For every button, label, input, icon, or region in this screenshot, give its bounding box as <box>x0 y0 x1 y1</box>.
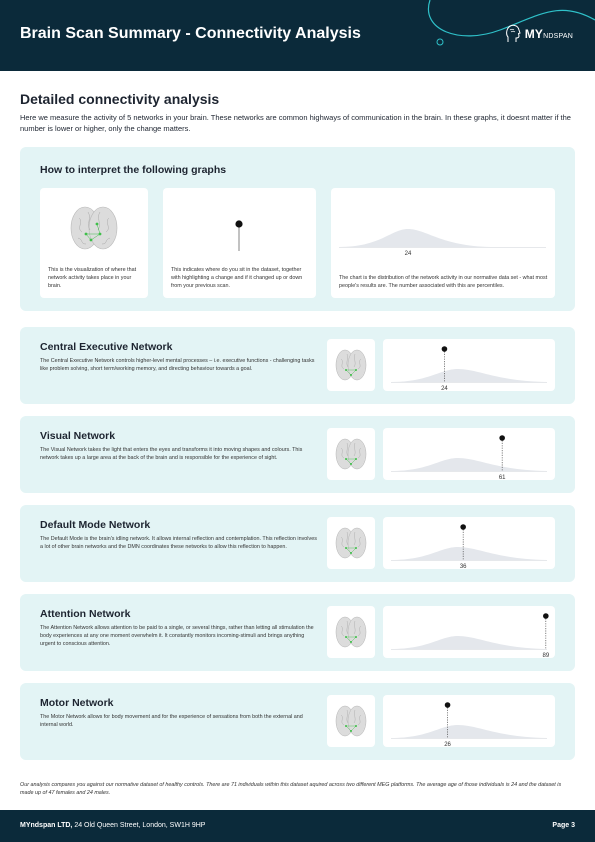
network-name: Attention Network <box>40 608 131 620</box>
distribution-curve <box>391 725 547 738</box>
page-title: Brain Scan Summary - Connectivity Analys… <box>20 25 361 42</box>
logo-main: MY <box>524 27 544 41</box>
section-intro: Here we measure the activity of 5 networ… <box>20 113 571 134</box>
percentile-marker-dot <box>499 435 505 441</box>
network-card: Visual Network The Visual Network takes … <box>20 416 575 493</box>
percentile-marker-dot <box>460 524 466 530</box>
brain-map-icon <box>335 616 367 648</box>
logo-sub: NDSPAN <box>543 33 573 40</box>
distribution-chart: 61 <box>391 435 547 481</box>
network-description: The Default Mode is the brain's idling n… <box>40 536 317 551</box>
page-number: Page 3 <box>552 822 575 829</box>
section-title: Detailed connectivity analysis <box>20 91 220 107</box>
percentile-value: 26 <box>444 742 451 747</box>
percentile-value: 36 <box>460 564 467 569</box>
distribution-chart: 36 <box>391 524 547 570</box>
network-distribution-card: 61 <box>383 428 555 481</box>
network-card: Central Executive Network The Central Ex… <box>20 327 575 404</box>
howto-marker-text: This indicates where do you sit in the d… <box>171 266 303 289</box>
network-name: Motor Network <box>40 697 114 709</box>
percentile-value: 61 <box>499 475 506 480</box>
brain-map-icon <box>335 349 367 381</box>
percentile-value: 89 <box>542 653 549 658</box>
percentile-value: 24 <box>441 386 448 391</box>
network-name: Default Mode Network <box>40 519 151 531</box>
network-brain-card <box>327 428 375 480</box>
example-value: 24 <box>405 251 412 257</box>
howto-panel: How to interpret the following graphs Th… <box>20 147 575 311</box>
network-description: The Visual Network takes the light that … <box>40 447 303 462</box>
howto-dist-card: 24 The chart is the distribution of the … <box>331 188 555 298</box>
brain-map-icon <box>335 438 367 470</box>
footer-company: MYndspan LTD, <box>20 822 73 829</box>
network-distribution-card: 26 <box>383 695 555 748</box>
head-icon <box>505 24 521 42</box>
brand-logo: MYNDSPAN <box>505 24 573 44</box>
footer-street: 24 Old Queen Street, London, SW1H 9HP <box>72 822 206 829</box>
network-name: Central Executive Network <box>40 341 173 353</box>
brain-map-icon <box>335 705 367 737</box>
distribution-curve <box>391 458 547 471</box>
percentile-marker-dot <box>444 702 451 708</box>
network-name: Visual Network <box>40 430 116 442</box>
howto-brain-card: This is the visualization of where that … <box>40 188 148 298</box>
distribution-curve <box>391 547 547 560</box>
dataset-footnote: Our analysis compares you against our no… <box>20 782 562 797</box>
network-description: The Motor Network allows for body moveme… <box>40 714 303 729</box>
howto-dist-text: The chart is the distribution of the net… <box>339 274 548 289</box>
network-description: The Central Executive Network controls h… <box>40 358 315 373</box>
page-footer: MYndspan LTD, 24 Old Queen Street, Londo… <box>0 810 595 842</box>
howto-title: How to interpret the following graphs <box>40 164 227 176</box>
network-distribution-card: 36 <box>383 517 555 570</box>
network-brain-card <box>327 339 375 391</box>
distribution-chart: 89 <box>391 613 550 659</box>
network-brain-card <box>327 606 375 658</box>
distribution-chart: 26 <box>391 702 547 748</box>
howto-marker-card: This indicates where do you sit in the d… <box>163 188 316 298</box>
network-card: Motor Network The Motor Network allows f… <box>20 683 575 760</box>
network-distribution-card: 89 <box>383 606 555 659</box>
distribution-curve <box>391 636 547 649</box>
network-distribution-card: 24 <box>383 339 555 392</box>
percentile-marker <box>235 220 243 251</box>
network-card: Default Mode Network The Default Mode is… <box>20 505 575 582</box>
header-decoration <box>427 0 595 46</box>
percentile-marker-dot <box>441 346 448 352</box>
brain-map-icon <box>70 206 118 250</box>
brain-map-icon <box>335 527 367 559</box>
network-brain-card <box>327 695 375 747</box>
distribution-example: 24 <box>339 229 546 257</box>
distribution-chart: 24 <box>391 346 547 392</box>
page-header: Brain Scan Summary - Connectivity Analys… <box>0 0 595 71</box>
network-description: The Attention Network allows attention t… <box>40 625 314 648</box>
footer-address: MYndspan LTD, 24 Old Queen Street, Londo… <box>20 822 205 829</box>
network-brain-card <box>327 517 375 569</box>
percentile-marker-dot <box>543 613 549 619</box>
network-card: Attention Network The Attention Network … <box>20 594 575 671</box>
distribution-curve <box>391 369 547 382</box>
howto-brain-text: This is the visualization of where that … <box>48 266 137 289</box>
